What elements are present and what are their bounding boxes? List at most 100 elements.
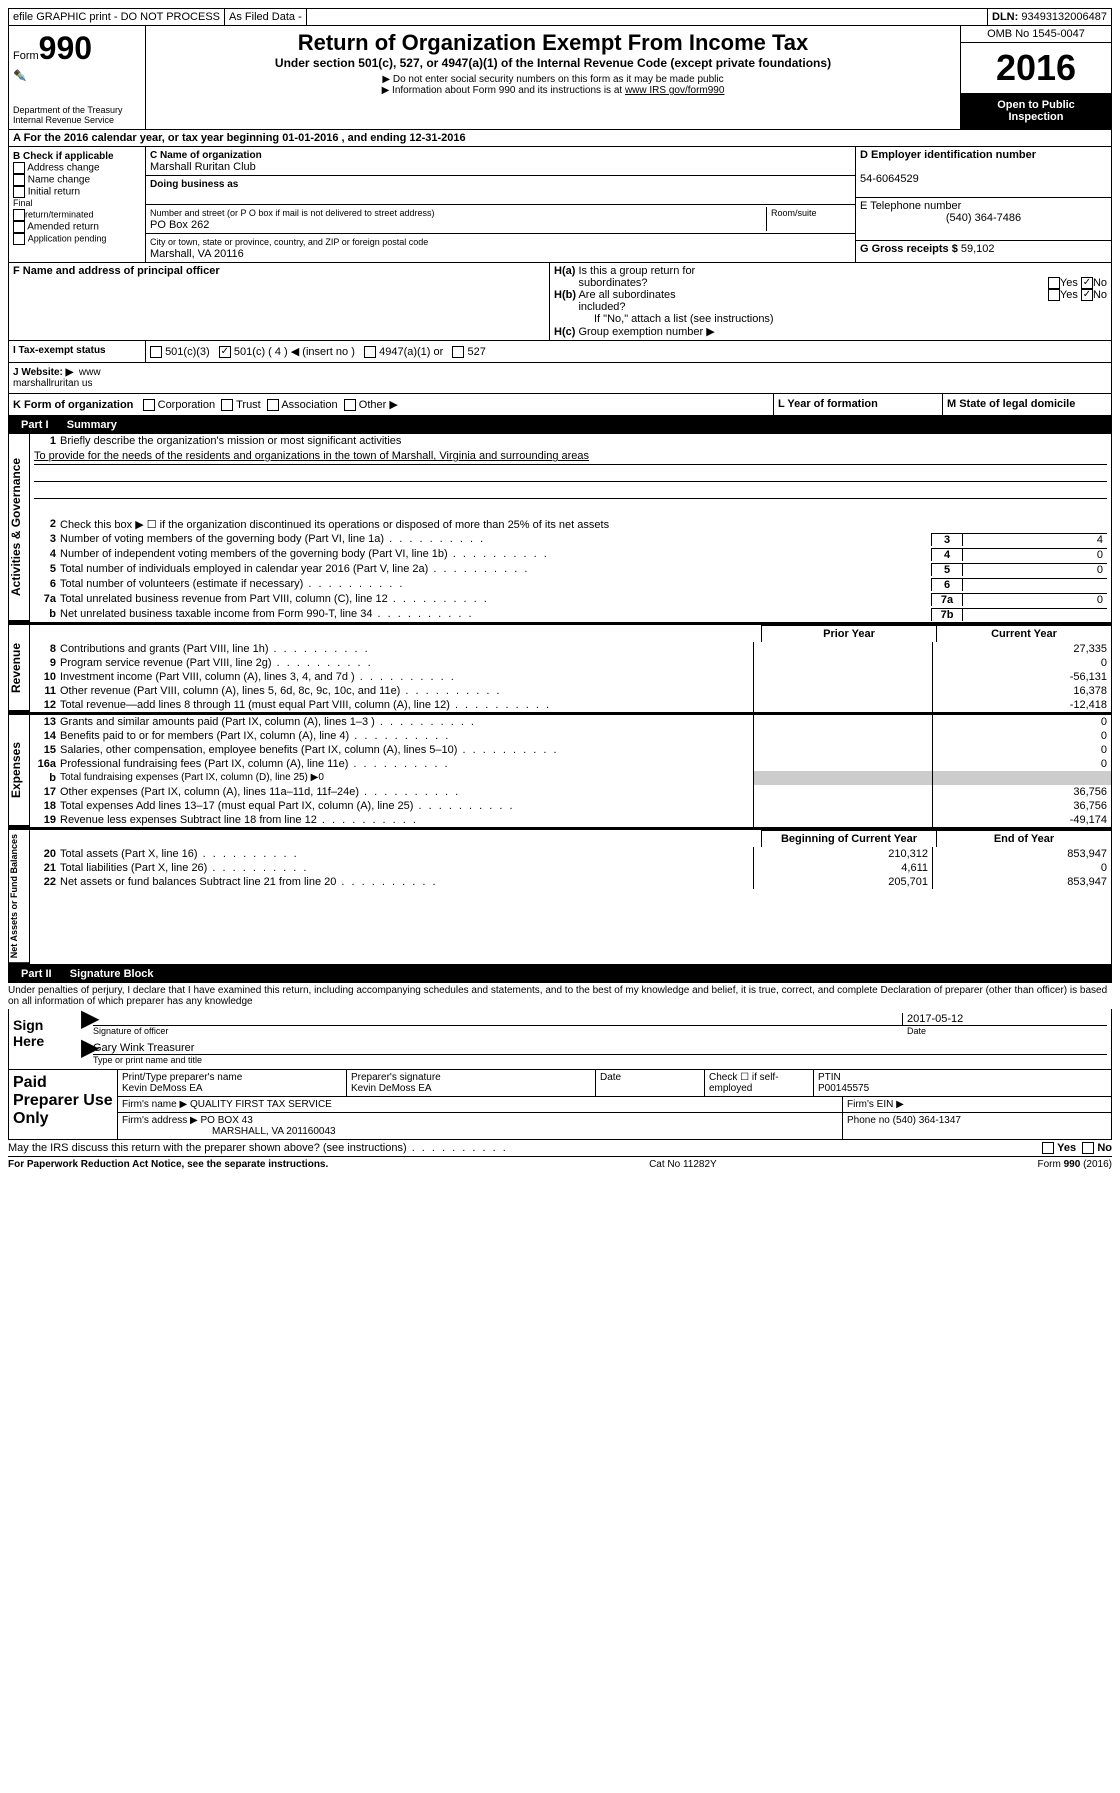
org-name: Marshall Ruritan Club (150, 161, 256, 173)
summary-revenue: Revenue Prior Year Current Year 8Contrib… (8, 623, 1112, 713)
form-subtitle: Under section 501(c), 527, or 4947(a)(1)… (154, 56, 952, 70)
top-bar: efile GRAPHIC print - DO NOT PROCESS As … (8, 8, 1112, 26)
ha-yes[interactable] (1048, 277, 1060, 289)
officer-name: Gary Wink Treasurer (93, 1042, 1107, 1055)
phone-value: (540) 364-7486 (860, 212, 1107, 224)
phone-label: E Telephone number (860, 200, 961, 212)
l2-text: Check this box ▶ ☐ if the organization d… (60, 518, 1107, 531)
checkbox-amended[interactable] (13, 221, 25, 233)
checkbox-address[interactable] (13, 162, 25, 174)
omb-number: OMB No 1545-0047 (961, 26, 1111, 43)
note-ssn: ▶ Do not enter social security numbers o… (154, 74, 952, 85)
irs-link[interactable]: www IRS gov/form990 (625, 85, 724, 96)
col-c: C Name of organization Marshall Ruritan … (146, 147, 856, 262)
cb-501c[interactable]: ✓ (219, 346, 231, 358)
checkbox-initial[interactable] (13, 186, 25, 198)
hb-note: If "No," attach a list (see instructions… (554, 313, 1107, 325)
col-h: H(a) Is this a group return for subordin… (550, 263, 1111, 340)
cb-4947[interactable] (364, 346, 376, 358)
perjury-text: Under penalties of perjury, I declare th… (8, 983, 1112, 1009)
as-filed: As Filed Data - (225, 9, 307, 25)
row-i: I Tax-exempt status 501(c)(3) ✓ 501(c) (… (8, 341, 1112, 363)
dln: DLN: 93493132006487 (988, 9, 1111, 25)
paid-label: Paid Preparer Use Only (9, 1070, 118, 1139)
prep-name: Kevin DeMoss EA (122, 1083, 342, 1094)
hb-yes[interactable] (1048, 289, 1060, 301)
city-value: Marshall, VA 20116 (150, 248, 244, 260)
cb-501c3[interactable] (150, 346, 162, 358)
prep-sig-label: Preparer's signature (351, 1072, 591, 1083)
cb-527[interactable] (452, 346, 464, 358)
firm-phone: (540) 364-1347 (893, 1115, 961, 1126)
firm-ein: Firm's EIN ▶ (843, 1097, 1111, 1112)
cb-other[interactable] (344, 399, 356, 411)
footer: For Paperwork Reduction Act Notice, see … (8, 1157, 1112, 1172)
side-revenue: Revenue (9, 625, 30, 712)
paid-preparer: Paid Preparer Use Only Print/Type prepar… (9, 1069, 1111, 1139)
i-label: I Tax-exempt status (9, 341, 146, 362)
prep-name-label: Print/Type preparer's name (122, 1072, 342, 1083)
form-prefix: Form (13, 50, 39, 62)
checkbox-terminated[interactable] (13, 209, 25, 221)
firm-addr1: PO BOX 43 (201, 1115, 253, 1126)
self-employed: Check ☐ if self-employed (705, 1070, 814, 1096)
prep-date-label: Date (596, 1070, 705, 1096)
fh-row: F Name and address of principal officer … (8, 263, 1112, 341)
m-state: M State of legal domicile (942, 394, 1111, 415)
k-options: K Form of organization Corporation Trust… (9, 394, 773, 415)
city-label: City or town, state or province, country… (150, 237, 428, 247)
footer-left: For Paperwork Reduction Act Notice, see … (8, 1159, 328, 1170)
hc: H(c) Group exemption number ▶ (554, 325, 1107, 338)
efile-notice: efile GRAPHIC print - DO NOT PROCESS (9, 9, 225, 25)
sig-officer-label: Signature of officer (93, 1026, 907, 1036)
side-expenses: Expenses (9, 715, 30, 827)
i-options: 501(c)(3) ✓ 501(c) ( 4 ) ◀ (insert no ) … (146, 341, 1111, 362)
row-j: J Website: ▶ www marshallruritan us (8, 363, 1112, 394)
room-label: Room/suite (771, 208, 817, 218)
cb-corp[interactable] (143, 399, 155, 411)
b-label: B Check if applicable (13, 151, 114, 162)
bcd-row: B Check if applicable Address change Nam… (8, 147, 1112, 263)
type-name-label: Type or print name and title (93, 1055, 1107, 1065)
side-netassets: Net Assets or Fund Balances (9, 830, 30, 964)
sign-here: Sign Here ▶ 2017-05-12 Signature of offi… (8, 1009, 1112, 1140)
ptin-label: PTIN (818, 1072, 1107, 1083)
part1-header: Part I Summary (8, 416, 1112, 434)
cb-trust[interactable] (221, 399, 233, 411)
date-label: Date (907, 1026, 1107, 1036)
gross-label: G Gross receipts $ (860, 243, 958, 255)
footer-mid: Cat No 11282Y (649, 1159, 717, 1170)
form-number: 990 (39, 30, 92, 66)
header-right: OMB No 1545-0047 2016 Open to Public Ins… (960, 26, 1111, 129)
street-label: Number and street (or P O box if mail is… (150, 208, 434, 218)
discuss-row: May the IRS discuss this return with the… (8, 1140, 1112, 1157)
firm-name: QUALITY FIRST TAX SERVICE (190, 1099, 332, 1110)
discuss-yes[interactable] (1042, 1142, 1054, 1154)
discuss-no[interactable] (1082, 1142, 1094, 1154)
footer-right: Form 990 (2016) (1038, 1159, 1112, 1170)
sign-here-label: Sign Here (9, 1009, 77, 1069)
part2-header: Part II Signature Block (8, 965, 1112, 983)
note-info: ▶ Information about Form 990 and its ins… (154, 85, 952, 96)
section-a: A For the 2016 calendar year, or tax yea… (8, 130, 1112, 147)
cb-assoc[interactable] (267, 399, 279, 411)
ha-no[interactable]: ✓ (1081, 277, 1093, 289)
checkbox-pending[interactable] (13, 233, 25, 245)
side-governance: Activities & Governance (9, 434, 30, 622)
f-label: F Name and address of principal officer (13, 265, 220, 277)
gross-value: 59,102 (961, 243, 995, 255)
beg-year-header: Beginning of Current Year (761, 830, 936, 847)
top-spacer (307, 9, 988, 25)
tax-year: 2016 (961, 43, 1111, 93)
summary-netassets: Net Assets or Fund Balances Beginning of… (8, 828, 1112, 965)
header-left: Form990 ✒️ Department of the Treasury In… (9, 26, 146, 129)
street-value: PO Box 262 (150, 219, 209, 231)
hb-no[interactable]: ✓ (1081, 289, 1093, 301)
firm-addr2: MARSHALL, VA 201160043 (122, 1126, 838, 1137)
col-f: F Name and address of principal officer (9, 263, 550, 340)
ein-label: D Employer identification number (860, 149, 1036, 161)
mission-text: To provide for the needs of the resident… (34, 450, 1107, 465)
checkbox-name[interactable] (13, 174, 25, 186)
form-header: Form990 ✒️ Department of the Treasury In… (8, 26, 1112, 130)
ptin: P00145575 (818, 1083, 1107, 1094)
